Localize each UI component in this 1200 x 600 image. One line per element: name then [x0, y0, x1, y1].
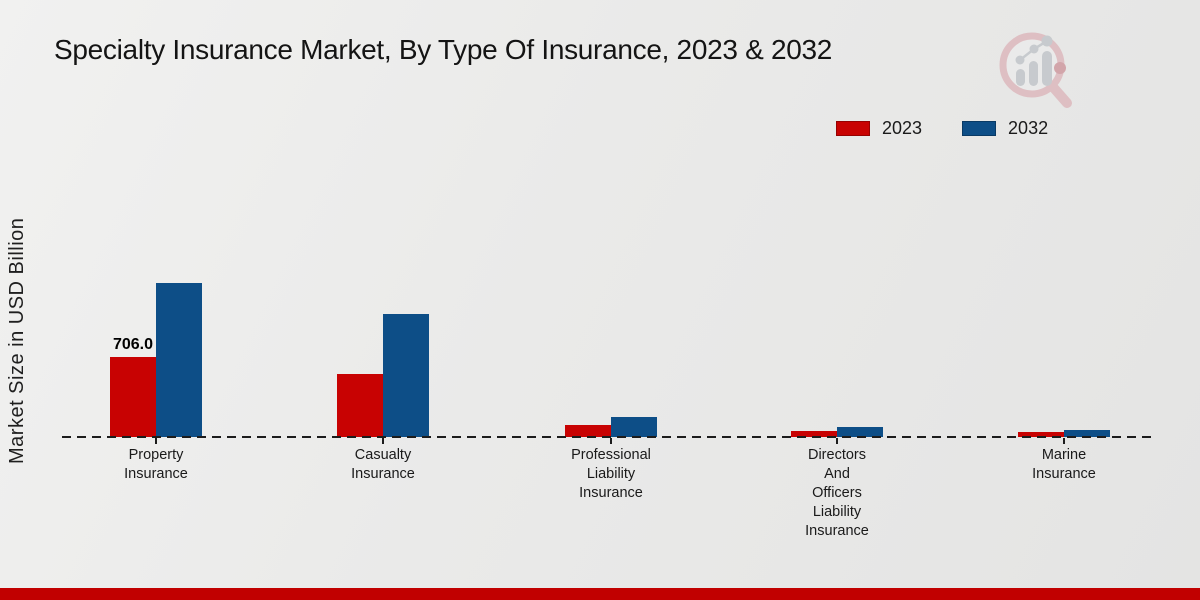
- x-axis-line: [62, 436, 1154, 438]
- legend-swatch-2023-icon: [836, 121, 870, 136]
- legend-label-2023: 2023: [882, 118, 923, 138]
- bar-2023-casualty-insurance: [337, 373, 383, 437]
- legend: 2023 2032: [836, 118, 1048, 139]
- x-label-marine-insurance: Marine Insurance: [1032, 447, 1096, 482]
- x-axis-tick: [155, 438, 157, 444]
- x-axis-tick: [1063, 438, 1065, 444]
- legend-item-2023: 2023: [836, 118, 922, 139]
- x-label-directors-and-officers-liability-insurance: Directors And Officers Liability Insuran…: [805, 447, 869, 539]
- footer-accent-bar: [0, 588, 1200, 600]
- bar-2032-casualty-insurance: [383, 314, 429, 437]
- bar-2032-professional-liability-insurance: [611, 416, 657, 437]
- bar-2023-directors-and-officers-liability-insurance: [791, 430, 837, 437]
- y-axis-title: Market Size in USD Billion: [6, 217, 28, 464]
- bar-2023-property-insurance: [110, 357, 156, 437]
- x-label-property-insurance: Property Insurance: [124, 447, 188, 482]
- brand-logo-icon: [990, 28, 1085, 110]
- chart-title: Specialty Insurance Market, By Type Of I…: [54, 34, 833, 65]
- x-axis-tick: [610, 438, 612, 444]
- bar-value-label: 706.0: [112, 336, 154, 353]
- legend-swatch-2032-icon: [962, 121, 997, 136]
- bar-2032-property-insurance: [156, 282, 202, 437]
- legend-item-2032: 2032: [962, 118, 1048, 139]
- bar-2023-marine-insurance: [1018, 432, 1064, 437]
- bar-2032-marine-insurance: [1064, 429, 1110, 437]
- x-axis-tick: [382, 438, 384, 444]
- x-label-professional-liability-insurance: Professional Liability Insurance: [571, 447, 651, 501]
- x-axis-tick: [836, 438, 838, 444]
- x-label-casualty-insurance: Casualty Insurance: [351, 447, 415, 482]
- bar-2023-professional-liability-insurance: [565, 424, 611, 437]
- bar-2032-directors-and-officers-liability-insurance: [837, 427, 883, 437]
- legend-label-2032: 2032: [1008, 118, 1049, 138]
